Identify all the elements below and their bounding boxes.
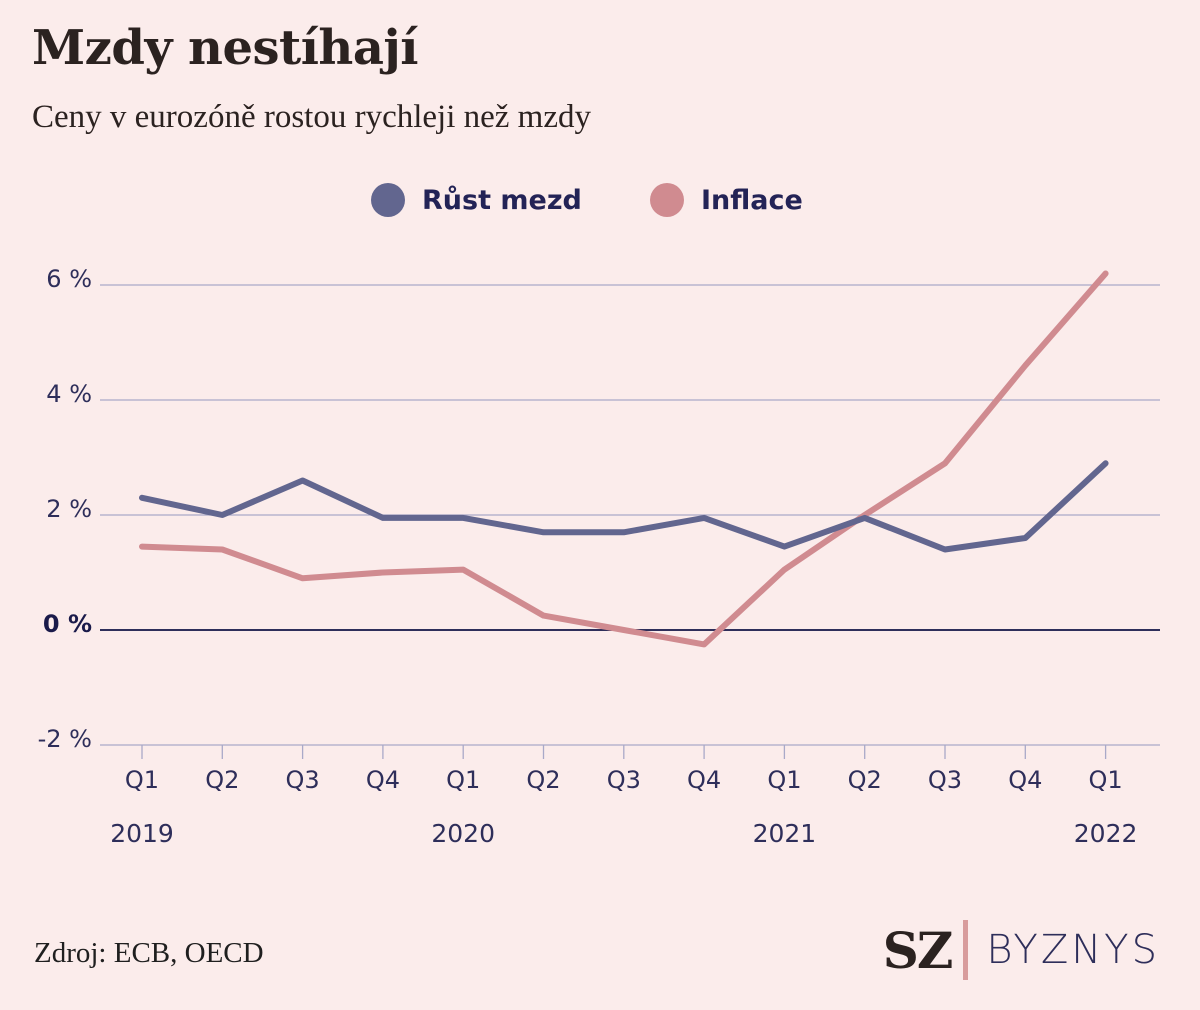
- x-axis: Q1 Q2 Q3 Q4 Q1 Q2 Q3 Q4 Q1 Q2 Q3 Q4 Q1 2019 2020 2021 20…: [110, 745, 1137, 848]
- legend-swatch-inflation: [650, 183, 684, 217]
- x-tick-label: Q3: [286, 766, 320, 794]
- y-tick-label: 0 %: [43, 610, 92, 638]
- x-tick-label: Q4: [1008, 766, 1042, 794]
- sz-byznys-logo: SZ BYZNYS: [883, 918, 1160, 982]
- x-tick-label: Q2: [205, 766, 239, 794]
- x-tick-label: Q1: [767, 766, 801, 794]
- y-axis: 6 % 4 % 2 % 0 % -2 %: [38, 265, 92, 753]
- x-tick-label: Q2: [848, 766, 882, 794]
- y-tick-label: 2 %: [46, 495, 92, 523]
- gridlines: [100, 284, 1160, 746]
- year-label: 2022: [1074, 819, 1138, 848]
- year-label: 2021: [753, 819, 817, 848]
- chart-subtitle: Ceny v eurozóně rostou rychleji než mzdy: [32, 99, 591, 135]
- year-label: 2019: [110, 819, 174, 848]
- legend-label-wages: Růst mezd: [422, 185, 582, 216]
- x-tick-label: Q1: [446, 766, 480, 794]
- x-tick-label: Q4: [687, 766, 721, 794]
- legend: Růst mezd Inflace: [371, 183, 803, 217]
- logo-sz: SZ: [882, 920, 954, 980]
- year-label: 2020: [431, 819, 495, 848]
- y-tick-label: -2 %: [38, 725, 92, 753]
- legend-label-inflation: Inflace: [701, 185, 803, 216]
- series-line-wages: [139, 460, 1109, 553]
- series-line-inflation: [139, 270, 1109, 648]
- y-tick-label: 4 %: [46, 380, 92, 408]
- x-tick-label: Q2: [526, 766, 560, 794]
- x-tick-label: Q3: [928, 766, 962, 794]
- x-tick-label: Q1: [125, 766, 159, 794]
- logo-divider: [963, 920, 969, 980]
- logo-byznys: BYZNYS: [986, 927, 1160, 973]
- y-tick-label: 6 %: [46, 265, 92, 293]
- series-lines: [139, 270, 1109, 648]
- x-tick-label: Q4: [366, 766, 400, 794]
- x-tick-label: Q1: [1089, 766, 1123, 794]
- x-tick-label: Q3: [607, 766, 641, 794]
- chart-title: Mzdy nestíhají: [32, 20, 419, 76]
- source-note: Zdroj: ECB, OECD: [34, 937, 264, 969]
- legend-swatch-wages: [371, 183, 405, 217]
- line-chart: Růst mezd Inflace 6 % 4 % 2 % 0 % -2 % Q1 Q2 Q3…: [38, 183, 1160, 848]
